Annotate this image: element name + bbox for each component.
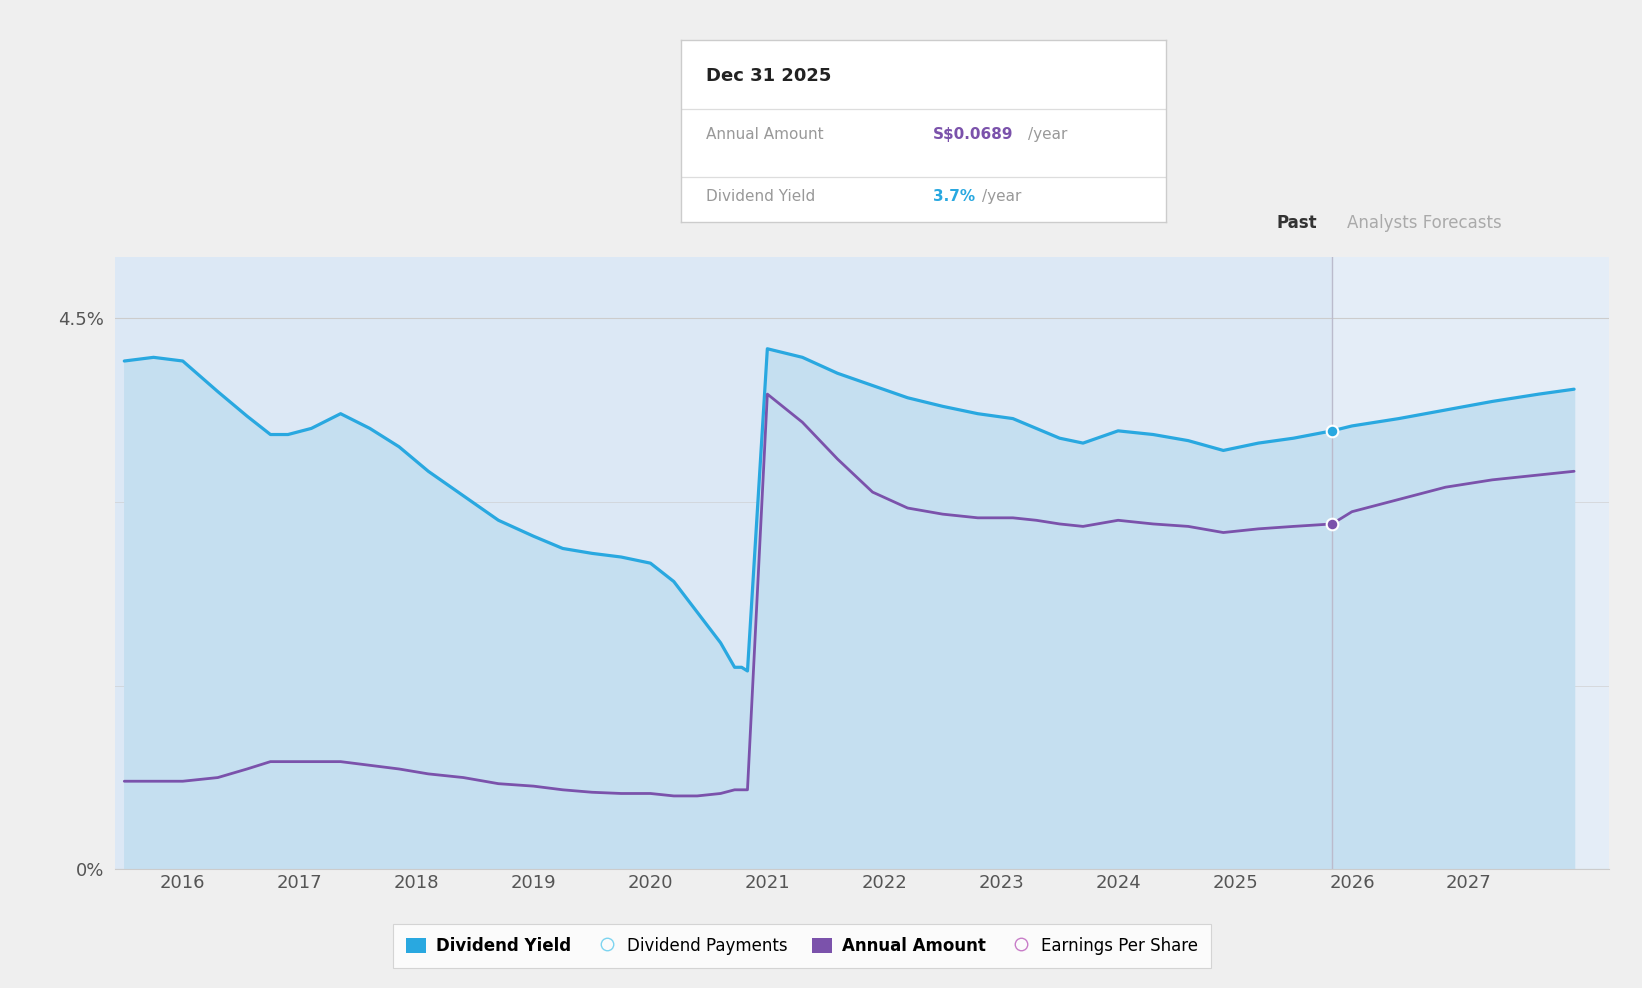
Text: Past: Past — [1276, 214, 1317, 232]
Text: /year: /year — [1028, 127, 1067, 142]
Text: Analysts Forecasts: Analysts Forecasts — [1346, 214, 1502, 232]
Text: S$0.0689: S$0.0689 — [933, 127, 1013, 142]
Text: Dividend Yield: Dividend Yield — [706, 190, 814, 205]
Text: 3.7%: 3.7% — [933, 190, 975, 205]
Text: Annual Amount: Annual Amount — [706, 127, 823, 142]
Text: Dec 31 2025: Dec 31 2025 — [706, 67, 831, 85]
Bar — [1332, 257, 1609, 869]
Point — [1319, 423, 1345, 439]
Point — [1319, 516, 1345, 532]
Text: /year: /year — [982, 190, 1021, 205]
Legend: Dividend Yield, Dividend Payments, Annual Amount, Earnings Per Share: Dividend Yield, Dividend Payments, Annua… — [392, 924, 1212, 968]
